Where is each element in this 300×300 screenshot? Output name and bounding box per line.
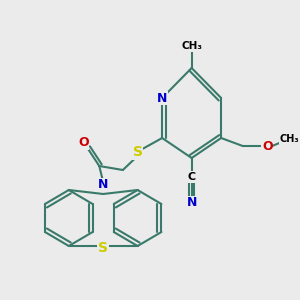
Text: N: N [157,92,167,104]
Text: O: O [262,140,273,152]
Text: N: N [98,178,108,191]
Text: CH₃: CH₃ [181,41,202,51]
Text: O: O [78,136,89,149]
Text: S: S [133,145,142,159]
Text: CH₃: CH₃ [279,134,299,144]
Text: S: S [98,241,108,255]
Text: C: C [188,172,196,182]
Text: N: N [187,196,197,209]
